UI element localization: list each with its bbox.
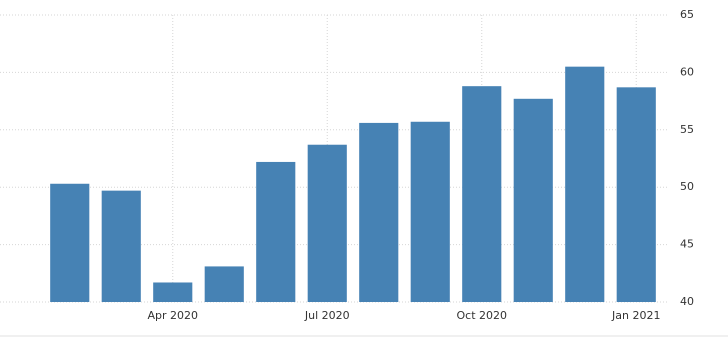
- x-tick-label: Jan 2021: [611, 309, 660, 322]
- y-tick-label: 50: [680, 180, 694, 193]
- y-tick-label: 55: [680, 123, 694, 136]
- bar: [50, 183, 90, 302]
- bar: [462, 86, 502, 303]
- bar: [359, 122, 399, 302]
- bar: [307, 144, 347, 302]
- bar: [565, 66, 605, 302]
- bar: [204, 266, 244, 302]
- bar: [153, 282, 193, 302]
- bar: [616, 87, 656, 302]
- bar: [410, 121, 450, 302]
- bar: [513, 98, 553, 302]
- y-tick-label: 60: [680, 65, 694, 78]
- bar: [256, 161, 296, 302]
- y-tick-label: 65: [680, 8, 694, 21]
- bar: [101, 190, 141, 302]
- x-tick-label: Oct 2020: [456, 309, 507, 322]
- x-tick-label: Jul 2020: [304, 309, 350, 322]
- y-tick-label: 45: [680, 238, 694, 251]
- x-tick-label: Apr 2020: [147, 309, 198, 322]
- y-tick-label: 40: [680, 295, 694, 308]
